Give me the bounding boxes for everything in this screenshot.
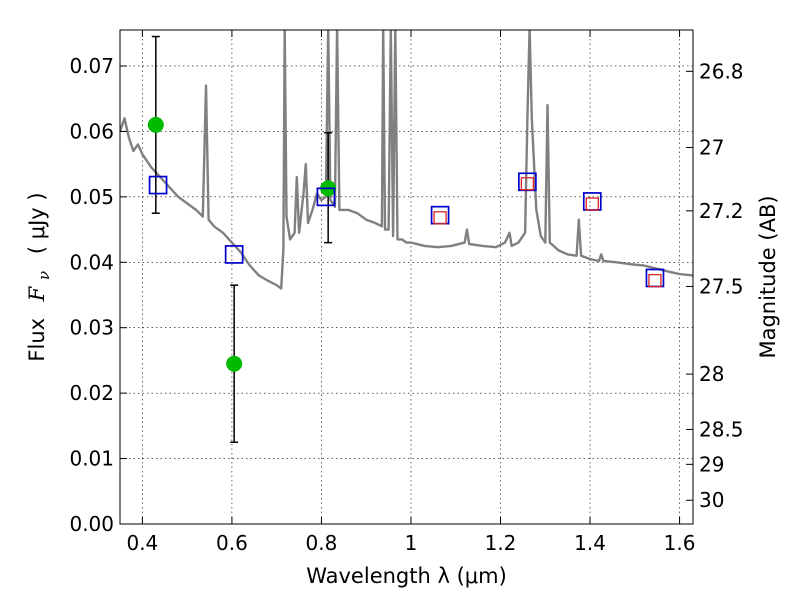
y2-tick-label: 28: [699, 362, 724, 386]
y2-tick-label: 27.2: [699, 199, 744, 223]
x-axis-label: Wavelength λ (μm): [306, 564, 507, 588]
x-tick-label: 0.4: [126, 531, 158, 555]
model-band-square-small: [520, 177, 535, 191]
x-tick-label: 0.8: [306, 531, 338, 555]
model-band-square: [148, 175, 168, 195]
y-axis-label-symbol: F: [25, 285, 49, 302]
y-axis-label-word: Flux: [25, 318, 49, 362]
x-tick-label: 1.6: [664, 531, 696, 555]
y2-tick-label: 28.5: [699, 417, 744, 441]
y-tick-label: 0.03: [69, 316, 114, 340]
y2-axis-label: Magnitude (AB): [756, 195, 780, 358]
y-tick-label: 0.00: [69, 512, 114, 536]
x-tick-label: 0.6: [216, 531, 248, 555]
model-band-square: [224, 245, 244, 264]
x-tick-label: 1.4: [574, 531, 606, 555]
y2-tick-label: 27.5: [699, 274, 744, 298]
model-band-square-small: [585, 197, 599, 211]
y2-tick-label: 29: [699, 452, 724, 476]
y-axis-label-subscript: ν: [35, 271, 53, 280]
model-band-square-small: [433, 211, 447, 225]
model-band-square-small: [648, 273, 662, 288]
y2-tick-label: 27: [699, 135, 724, 159]
y-axis-label-unit: ( μJy ): [25, 192, 49, 254]
x-tick-label: 1.2: [485, 531, 517, 555]
observed-flux-point: [226, 355, 243, 372]
grid-lines: [120, 30, 693, 525]
y-axis-label: Flux F ν ( μJy ): [25, 192, 54, 361]
y-tick-label: 0.05: [69, 185, 114, 209]
plot-data: [120, 30, 693, 443]
plot-frame: [119, 29, 694, 525]
y2-tick-label: 30: [699, 488, 724, 512]
y2-tick-label: 26.8: [699, 59, 744, 83]
model-band-square: [316, 187, 336, 207]
y-tick-label: 0.01: [69, 447, 114, 471]
axis-ticks: 0.4 0.6 0.8 1 1.2 1.4 1.6 0.00 0.01 0.02 0.03 0.04 0…: [69, 30, 744, 555]
observed-flux-point: [147, 116, 164, 133]
model-spectrum-line: [120, 30, 693, 290]
y-tick-label: 0.02: [69, 381, 114, 405]
y-tick-label: 0.07: [69, 54, 114, 78]
x-tick-label: 1: [405, 531, 418, 555]
y-tick-label: 0.06: [69, 119, 114, 143]
y-tick-label: 0.04: [69, 250, 114, 274]
